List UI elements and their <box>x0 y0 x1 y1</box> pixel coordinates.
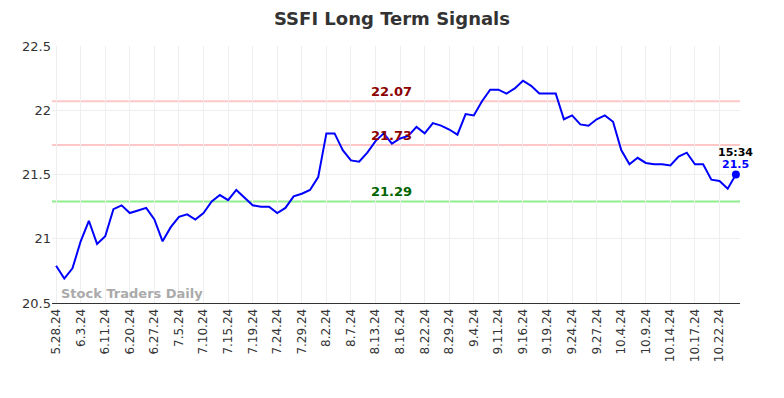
svg-text:21.73: 21.73 <box>371 128 412 143</box>
svg-text:9.27.24: 9.27.24 <box>590 309 604 355</box>
svg-text:10.4.24: 10.4.24 <box>614 309 628 355</box>
svg-text:8.2.24: 8.2.24 <box>319 309 333 347</box>
svg-text:22.5: 22.5 <box>22 39 51 54</box>
svg-text:21.29: 21.29 <box>371 184 412 199</box>
svg-text:8.7.24: 8.7.24 <box>344 309 358 347</box>
svg-text:21: 21 <box>34 231 51 246</box>
svg-text:7.15.24: 7.15.24 <box>221 309 235 355</box>
svg-text:15:34: 15:34 <box>718 146 753 159</box>
svg-text:10.22.24: 10.22.24 <box>712 309 726 362</box>
svg-text:9.19.24: 9.19.24 <box>540 309 554 355</box>
svg-text:7.5.24: 7.5.24 <box>172 309 186 347</box>
svg-text:21.5: 21.5 <box>722 158 749 171</box>
svg-text:5.28.24: 5.28.24 <box>49 309 63 355</box>
svg-text:7.10.24: 7.10.24 <box>196 309 210 355</box>
svg-text:6.20.24: 6.20.24 <box>123 309 137 355</box>
svg-text:6.3.24: 6.3.24 <box>74 309 88 347</box>
svg-text:8.22.24: 8.22.24 <box>418 309 432 355</box>
svg-text:8.13.24: 8.13.24 <box>368 309 382 355</box>
svg-text:9.24.24: 9.24.24 <box>565 309 579 355</box>
svg-text:10.17.24: 10.17.24 <box>688 309 702 362</box>
svg-text:9.4.24: 9.4.24 <box>467 309 481 347</box>
svg-text:10.9.24: 10.9.24 <box>639 309 653 355</box>
svg-text:9.11.24: 9.11.24 <box>491 309 505 355</box>
svg-text:21.5: 21.5 <box>22 167 51 182</box>
svg-text:7.29.24: 7.29.24 <box>295 309 309 355</box>
svg-text:22.07: 22.07 <box>371 84 412 99</box>
svg-text:10.14.24: 10.14.24 <box>663 309 677 362</box>
svg-text:6.11.24: 6.11.24 <box>98 309 112 355</box>
svg-text:22: 22 <box>34 103 51 118</box>
svg-text:9.16.24: 9.16.24 <box>516 309 530 355</box>
svg-text:6.27.24: 6.27.24 <box>147 309 161 355</box>
svg-text:8.16.24: 8.16.24 <box>393 309 407 355</box>
svg-text:8.29.24: 8.29.24 <box>442 309 456 355</box>
svg-text:Stock Traders Daily: Stock Traders Daily <box>61 286 203 301</box>
svg-text:7.19.24: 7.19.24 <box>246 309 260 355</box>
svg-text:7.24.24: 7.24.24 <box>270 309 284 355</box>
svg-text:20.5: 20.5 <box>22 296 51 311</box>
svg-text:SSFI Long Term Signals: SSFI Long Term Signals <box>274 8 510 29</box>
